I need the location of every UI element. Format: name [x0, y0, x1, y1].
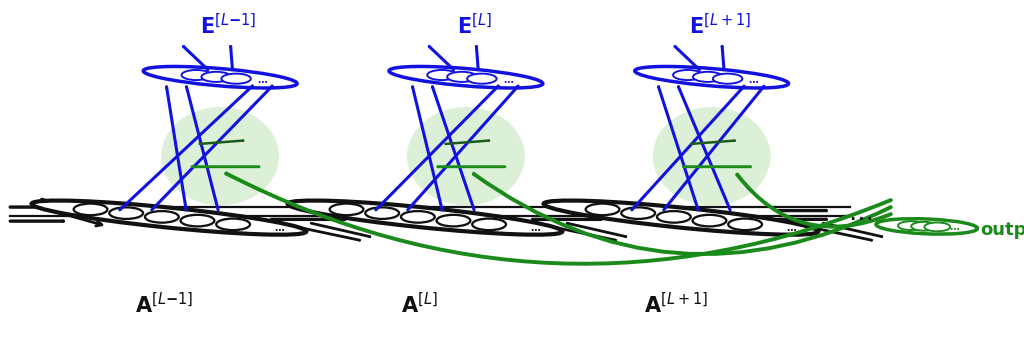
FancyArrowPatch shape: [376, 86, 499, 210]
Circle shape: [401, 211, 435, 223]
FancyArrowPatch shape: [567, 223, 626, 237]
FancyArrowPatch shape: [658, 87, 698, 210]
Circle shape: [728, 219, 762, 230]
Circle shape: [622, 207, 655, 219]
FancyArrowPatch shape: [691, 141, 734, 144]
FancyArrowPatch shape: [296, 227, 359, 240]
Ellipse shape: [143, 66, 297, 88]
FancyArrowPatch shape: [632, 86, 744, 210]
Text: outputs: outputs: [980, 221, 1024, 239]
FancyArrowPatch shape: [183, 47, 208, 69]
Circle shape: [673, 70, 702, 80]
FancyArrowPatch shape: [664, 86, 764, 210]
Circle shape: [110, 207, 143, 219]
FancyArrowPatch shape: [311, 223, 370, 237]
Ellipse shape: [544, 200, 818, 235]
Ellipse shape: [288, 200, 562, 235]
Text: ⋯: ⋯: [949, 223, 959, 233]
Circle shape: [216, 219, 250, 230]
Text: ⋯: ⋯: [848, 207, 872, 231]
Text: $\mathbf{E}^{[L\mathbf{-}1]}$: $\mathbf{E}^{[L\mathbf{-}1]}$: [200, 13, 257, 39]
Ellipse shape: [408, 107, 525, 205]
Ellipse shape: [876, 219, 978, 234]
FancyArrowPatch shape: [474, 174, 891, 254]
Ellipse shape: [653, 107, 770, 205]
FancyArrowPatch shape: [445, 141, 488, 144]
FancyArrowPatch shape: [552, 227, 615, 240]
Circle shape: [472, 219, 506, 230]
Text: ⋯: ⋯: [786, 224, 797, 234]
FancyArrowPatch shape: [408, 86, 518, 210]
FancyArrowPatch shape: [722, 46, 724, 69]
FancyArrowPatch shape: [429, 47, 454, 69]
Circle shape: [221, 74, 251, 84]
Ellipse shape: [32, 200, 306, 235]
FancyArrowPatch shape: [737, 175, 891, 227]
Text: ⋯: ⋯: [530, 224, 541, 234]
FancyArrowPatch shape: [226, 173, 891, 264]
Circle shape: [181, 70, 211, 80]
Text: ⋯: ⋯: [274, 224, 285, 234]
Circle shape: [74, 204, 108, 215]
Ellipse shape: [635, 66, 788, 88]
Circle shape: [898, 221, 924, 230]
Circle shape: [145, 211, 179, 223]
Ellipse shape: [162, 107, 279, 205]
Circle shape: [427, 70, 457, 80]
Circle shape: [180, 215, 214, 226]
FancyArrowPatch shape: [167, 87, 186, 210]
Circle shape: [693, 72, 723, 82]
Circle shape: [586, 204, 620, 215]
Circle shape: [447, 72, 477, 82]
Circle shape: [330, 204, 364, 215]
Text: $\mathbf{A}^{[L]}$: $\mathbf{A}^{[L]}$: [401, 292, 438, 318]
FancyArrowPatch shape: [476, 46, 478, 69]
Circle shape: [713, 74, 742, 84]
Circle shape: [467, 74, 497, 84]
Text: $\mathbf{A}^{[L\mathbf{-}1]}$: $\mathbf{A}^{[L\mathbf{-}1]}$: [135, 292, 193, 318]
Text: ⋯: ⋯: [749, 76, 759, 86]
Circle shape: [657, 211, 691, 223]
Text: ⋯: ⋯: [503, 76, 513, 86]
Circle shape: [202, 72, 231, 82]
FancyArrowPatch shape: [120, 86, 252, 210]
FancyArrowPatch shape: [230, 46, 232, 69]
FancyArrowPatch shape: [413, 87, 442, 210]
Circle shape: [366, 207, 399, 219]
Circle shape: [925, 223, 950, 231]
Text: $\mathbf{A}^{[L+1]}$: $\mathbf{A}^{[L+1]}$: [644, 292, 708, 318]
FancyArrowPatch shape: [679, 87, 730, 210]
FancyArrowPatch shape: [808, 227, 871, 240]
Circle shape: [911, 222, 937, 231]
FancyArrowPatch shape: [186, 87, 218, 210]
Circle shape: [692, 215, 726, 226]
FancyArrowPatch shape: [675, 47, 699, 69]
Ellipse shape: [389, 66, 543, 88]
Text: $\mathbf{E}^{[L+1]}$: $\mathbf{E}^{[L+1]}$: [689, 13, 751, 39]
Text: $\mathbf{E}^{[L]}$: $\mathbf{E}^{[L]}$: [457, 13, 492, 39]
FancyArrowPatch shape: [823, 223, 882, 237]
Text: ⋯: ⋯: [257, 76, 267, 86]
FancyArrowPatch shape: [200, 141, 243, 144]
FancyArrowPatch shape: [152, 86, 272, 210]
Circle shape: [436, 215, 470, 226]
FancyArrowPatch shape: [432, 87, 474, 210]
